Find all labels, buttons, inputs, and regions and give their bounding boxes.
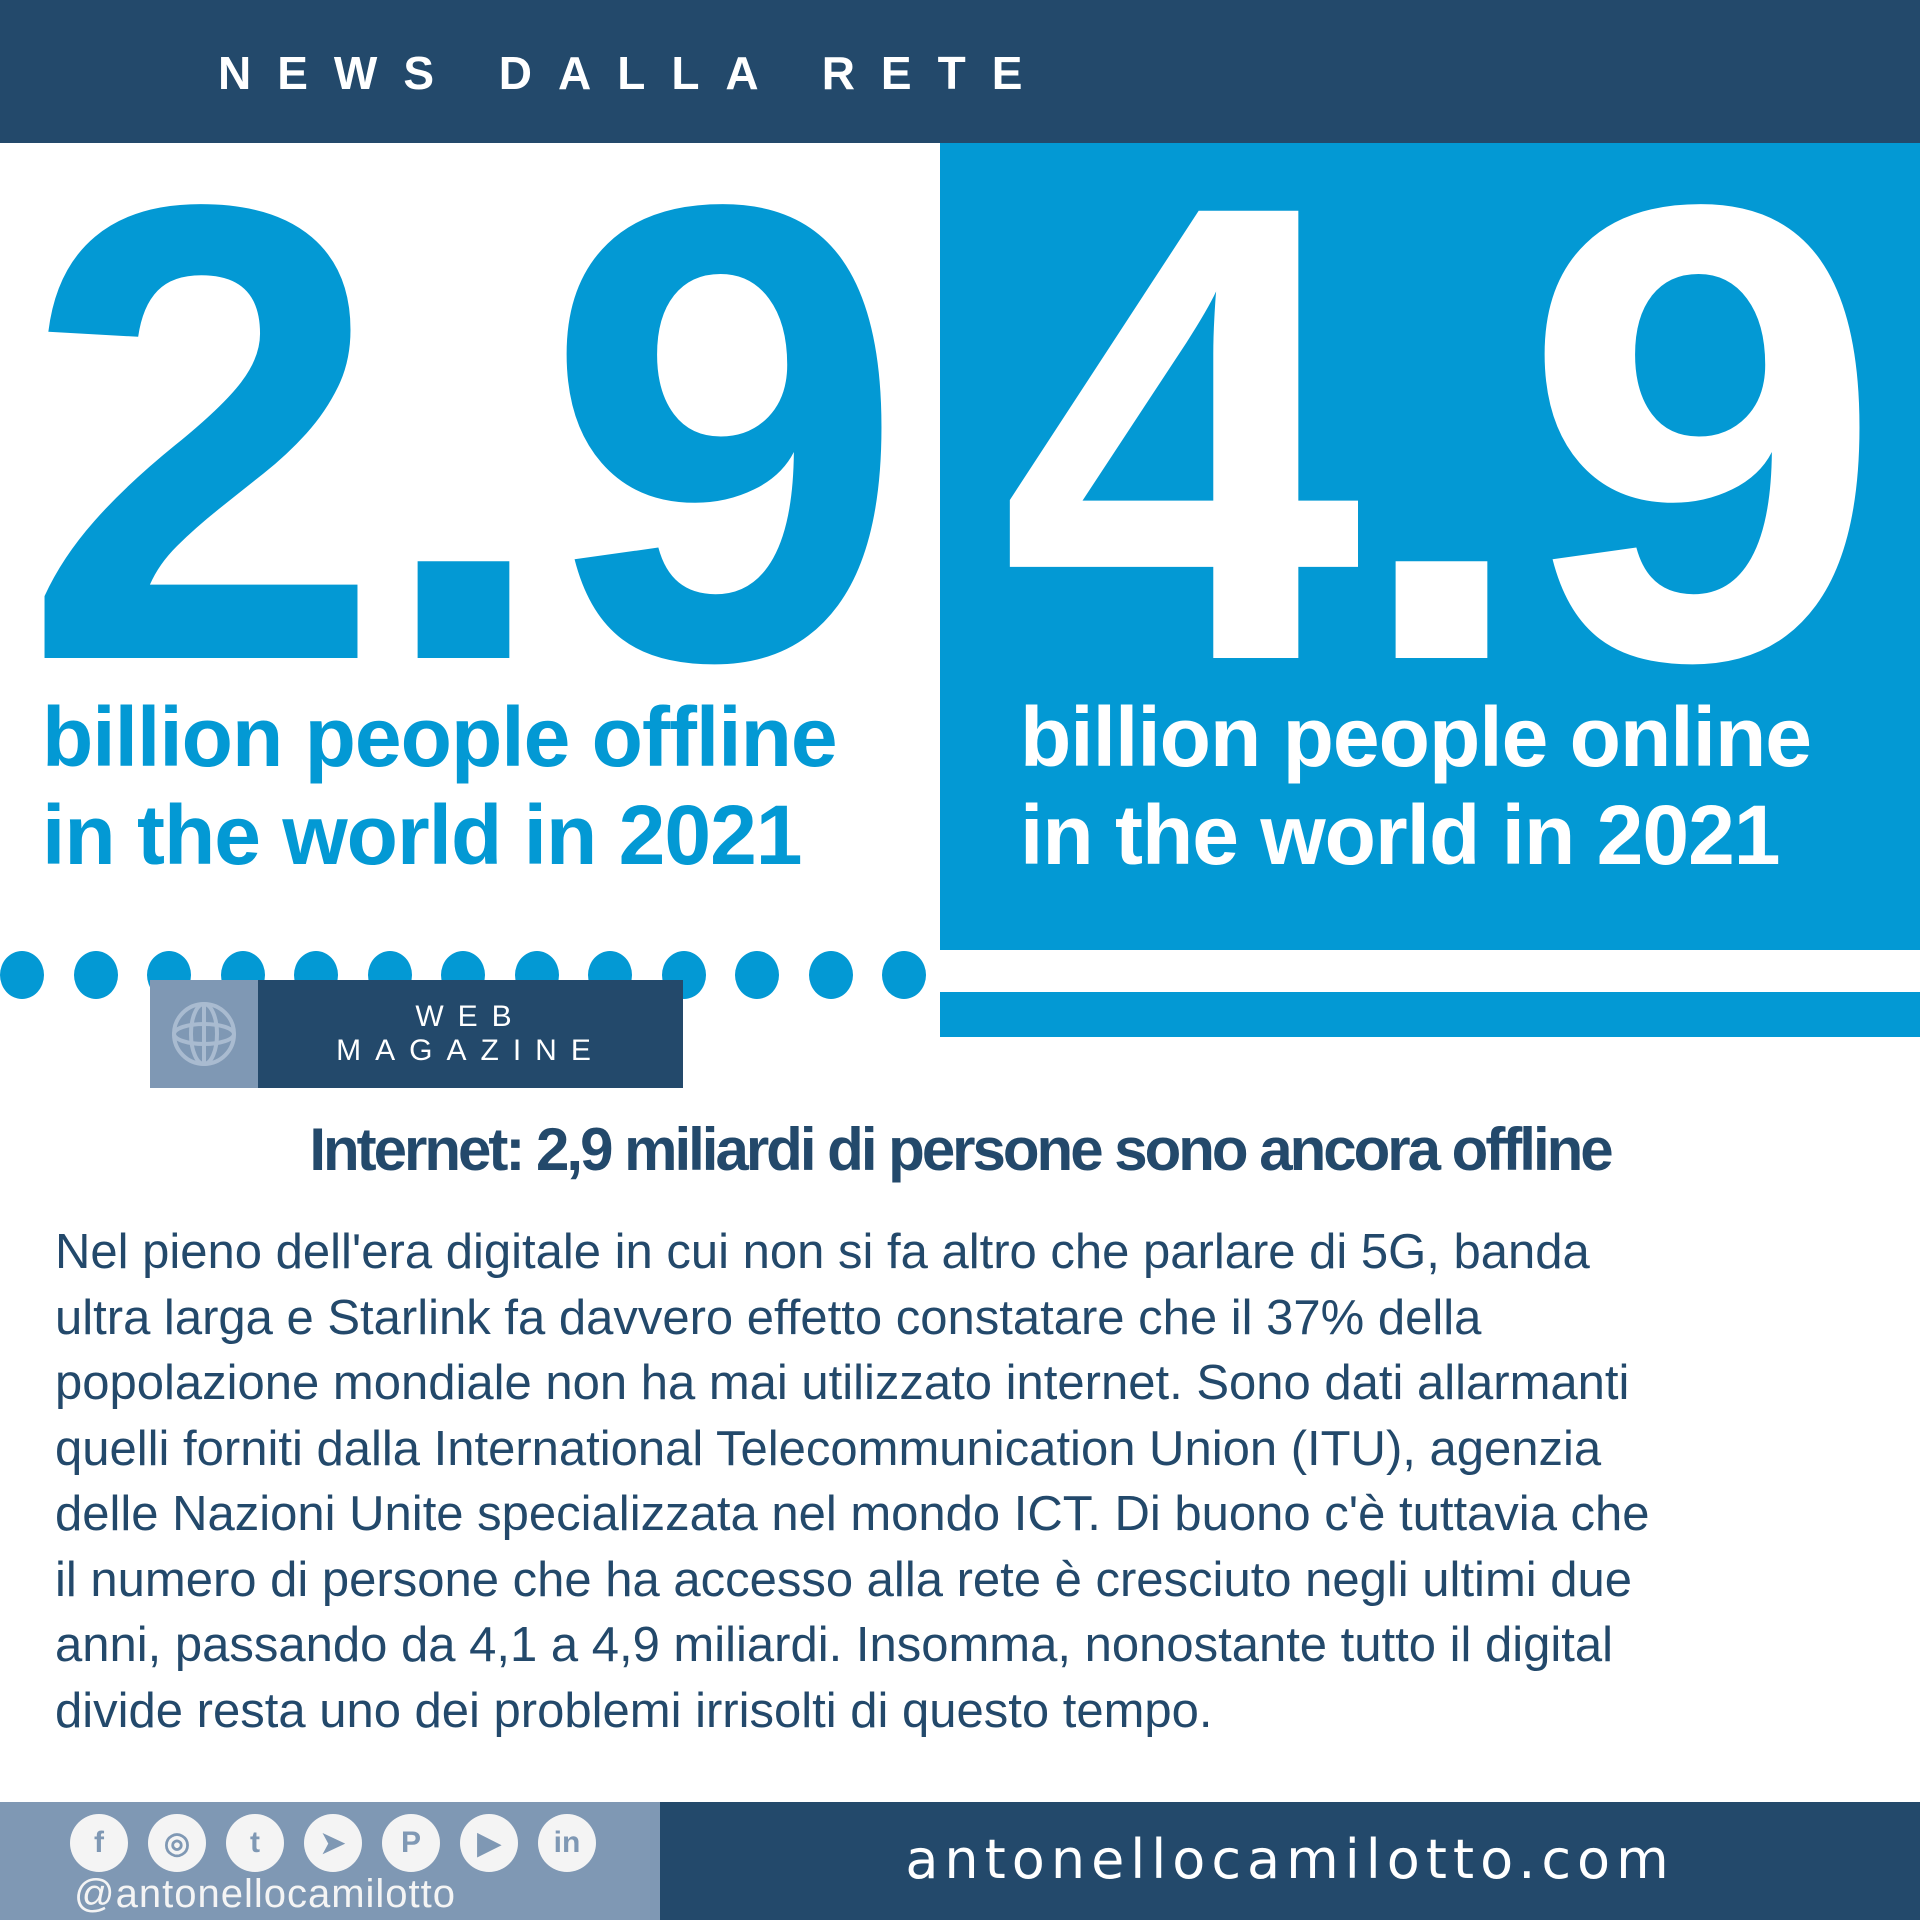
instagram-icon[interactable]: ◎ [148,1814,206,1872]
offline-caption-line1: billion people offline [42,690,838,784]
online-number: 4.9 [1000,70,1884,796]
facebook-icon[interactable]: f [70,1814,128,1872]
online-panel [940,143,1920,950]
youtube-icon[interactable]: ▶ [460,1814,518,1872]
footer: f ◎ t ➤ P ▶ in @antonellocamilotto antonelloca… [0,1802,1920,1920]
linkedin-icon[interactable]: in [538,1814,596,1872]
globe-icon [150,980,258,1088]
online-caption-line2: in the world in 2021 [1020,788,1781,882]
article-line: Nel pieno dell'era digitale in cui non s… [55,1225,1590,1279]
badge-line2: MAGAZINE [336,1034,605,1067]
article-body: Nel pieno dell'era digitale in cui non s… [55,1220,1895,1744]
offline-caption-line2: in the world in 2021 [42,788,803,882]
article-line: delle Nazioni Unite specializzata nel mo… [55,1487,1650,1541]
article-title: Internet: 2,9 miliardi di persone sono a… [309,1116,1613,1183]
website-link[interactable]: antonellocamilotto.com [905,1828,1675,1891]
article-line: popolazione mondiale non ha mai utilizza… [55,1356,1630,1410]
web-magazine-badge: WEB MAGAZINE [150,980,683,1088]
badge-line1: WEB [415,1000,526,1033]
article-line: anni, passando da 4,1 a 4,9 miliardi. In… [55,1618,1614,1672]
dot [735,951,779,999]
telegram-icon[interactable]: ➤ [304,1814,362,1872]
article-line: il numero di persone che ha accesso alla… [55,1552,1633,1607]
article-line: divide resta uno dei problemi irrisolti … [55,1683,1213,1738]
blue-stripe [940,992,1920,1037]
offline-caption: billion people offline in the world in 20… [42,688,838,884]
header-bar: NEWS DALLA RETE [0,0,1920,143]
social-handle: @antonellocamilotto [74,1872,457,1916]
online-caption-line1: billion people online [1020,690,1812,784]
social-icons: f ◎ t ➤ P ▶ in [70,1814,596,1872]
pinterest-icon[interactable]: P [382,1814,440,1872]
twitter-icon[interactable]: t [226,1814,284,1872]
dot [882,951,926,999]
footer-social-panel: f ◎ t ➤ P ▶ in @antonellocamilotto [0,1802,660,1920]
dot [73,951,118,999]
article-line: ultra larga e Starlink fa davvero effett… [55,1290,1482,1345]
header-title: NEWS DALLA RETE [218,47,1049,99]
online-caption: billion people online in the world in 202… [1020,688,1812,884]
offline-number: 2.9 [22,70,906,796]
dot [808,951,853,999]
dot [0,951,44,999]
badge-text: WEB MAGAZINE [258,980,683,1088]
article-line: quelli forniti dalla International Telec… [55,1421,1602,1476]
